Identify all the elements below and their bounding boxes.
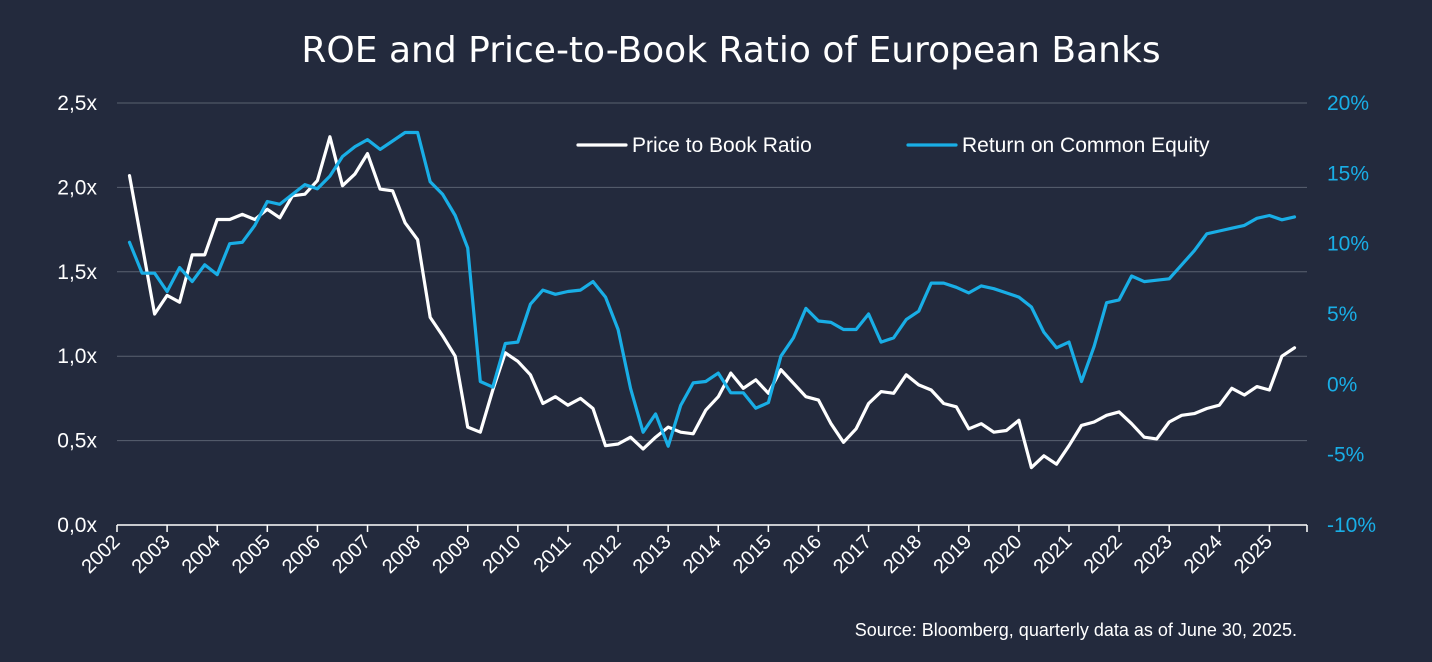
y-left-tick-label: 1,5x [57, 261, 97, 284]
x-tick-label: 2016 [779, 531, 826, 578]
x-tick-label: 2012 [579, 531, 626, 578]
x-tick-label: 2014 [679, 531, 726, 578]
y-right-tick-label: 0% [1327, 373, 1357, 396]
y-right-tick-label: 10% [1327, 233, 1369, 256]
x-tick-label: 2020 [979, 531, 1026, 578]
return-on-equity-line [127, 130, 1297, 448]
x-tick-label: 2018 [879, 531, 926, 578]
y-right-tick-label: 15% [1327, 162, 1369, 185]
x-tick-label: 2003 [128, 531, 175, 578]
x-tick-label: 2002 [78, 531, 125, 578]
x-tick-label: 2023 [1130, 531, 1177, 578]
y-right-tick-label: 5% [1327, 303, 1357, 326]
y-left-tick-label: 1,0x [57, 345, 97, 368]
x-tick-label: 2010 [478, 531, 525, 578]
series-lines [127, 130, 1297, 470]
legend-return-on-equity-label: Return on Common Equity [962, 134, 1210, 157]
axes: 0,0x 0,5x 1,0x 1,5x 2,0x 2,5x -10% -5% 0% 5% 10% 15… [57, 92, 1376, 578]
source-note: Source: Bloomberg, quarterly data as of … [855, 620, 1297, 640]
y-left-tick-label: 2,5x [57, 92, 97, 115]
x-tick-label: 2015 [729, 531, 776, 578]
y-left-tick-label: 0,5x [57, 430, 97, 453]
y-right-tick-label: -5% [1327, 444, 1364, 467]
y-left-tick-label: 2,0x [57, 176, 97, 199]
y-left-tick-label: 0,0x [57, 514, 97, 537]
x-tick-label: 2021 [1030, 531, 1077, 578]
x-tick-label: 2017 [829, 531, 876, 578]
x-tick-label: 2024 [1180, 531, 1227, 578]
x-tick-label: 2019 [929, 531, 976, 578]
x-tick-label: 2013 [629, 531, 676, 578]
x-tick-label: 2006 [278, 531, 325, 578]
x-tick-label: 2008 [378, 531, 425, 578]
legend-price-to-book-label: Price to Book Ratio [632, 134, 812, 157]
y-right-tick-label: 20% [1327, 92, 1369, 115]
x-tick-label: 2004 [178, 531, 225, 578]
x-tick-label: 2022 [1080, 531, 1127, 578]
x-tick-label: 2025 [1230, 531, 1277, 578]
x-tick-label: 2009 [428, 531, 475, 578]
x-tick-label: 2011 [530, 531, 576, 577]
y-right-tick-label: -10% [1327, 514, 1376, 537]
chart-title: ROE and Price-to-Book Ratio of European … [301, 30, 1160, 71]
price-to-book-line [127, 135, 1297, 470]
x-tick-label: 2007 [328, 531, 375, 578]
legend: Price to Book Ratio Return on Common Equi… [576, 134, 1210, 157]
x-tick-label: 2005 [228, 531, 275, 578]
